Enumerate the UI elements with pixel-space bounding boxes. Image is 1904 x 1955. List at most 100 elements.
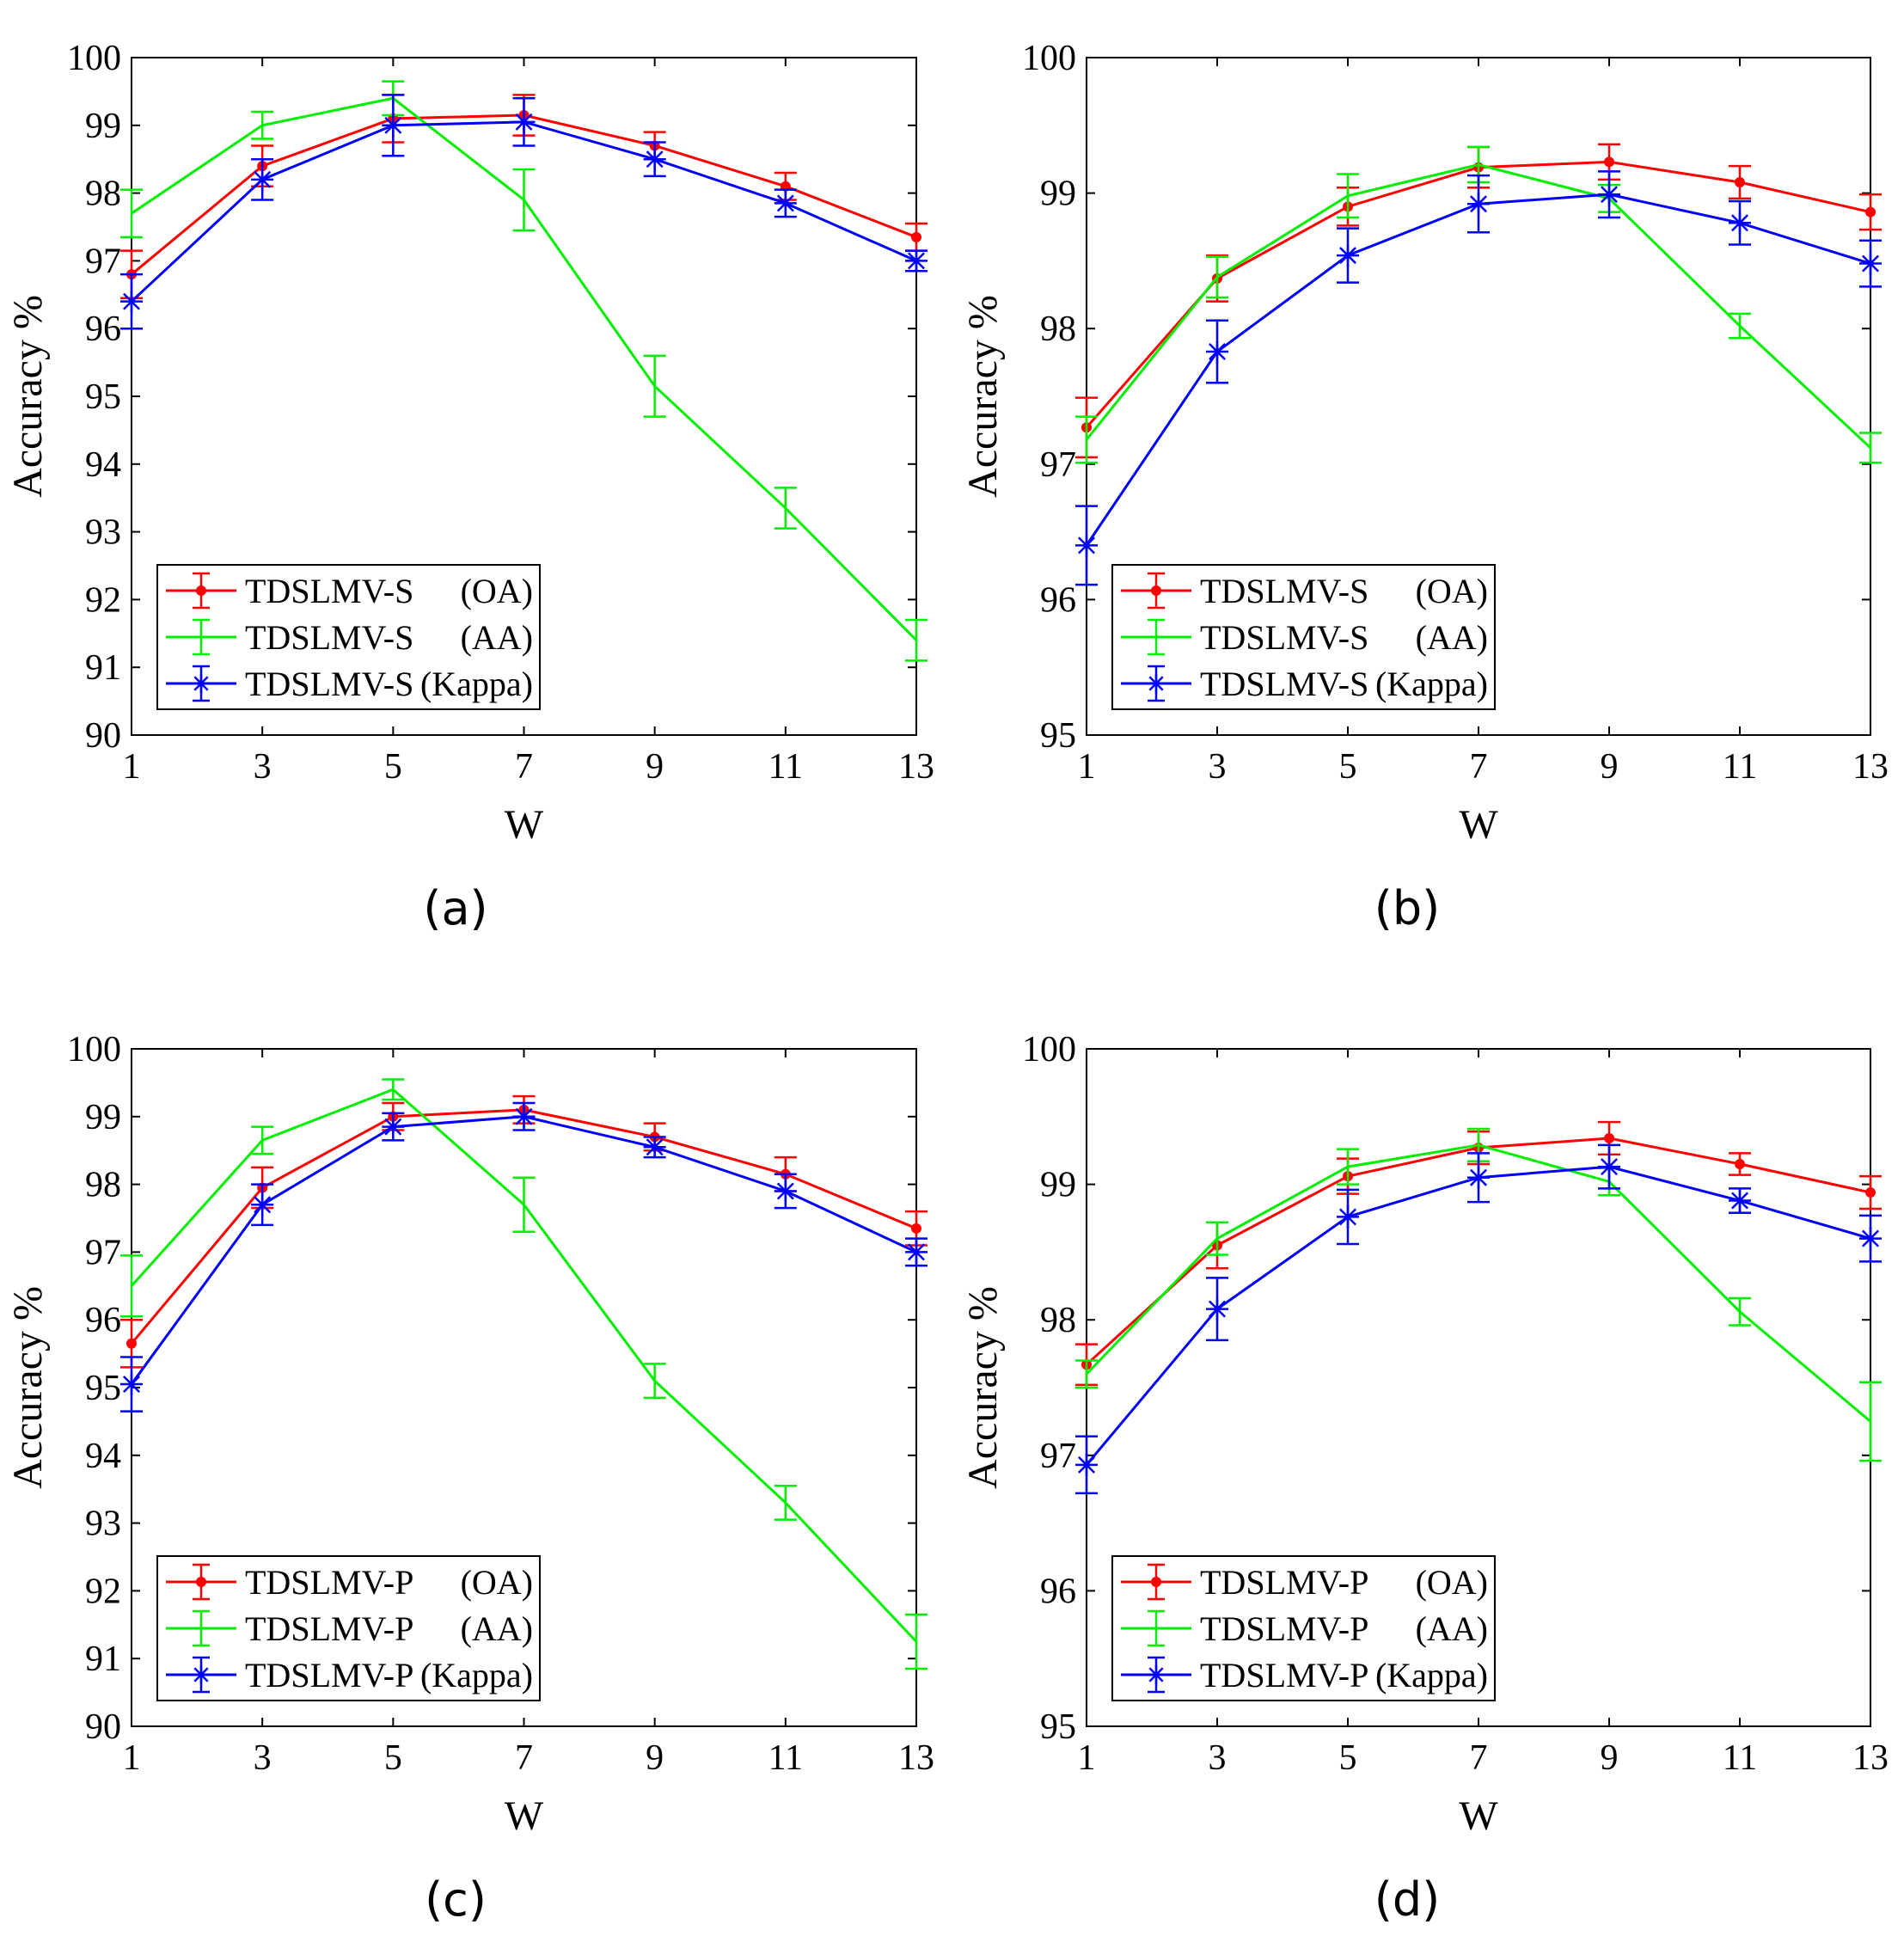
y-tick-label: 95 — [1040, 716, 1076, 756]
legend-item-aa: TDSLMV-P (AA) — [1121, 1609, 1488, 1648]
legend-tag: (OA) — [461, 572, 533, 610]
legend-tag: (Kappa) — [1375, 665, 1488, 703]
y-tick-label: 96 — [85, 309, 121, 349]
x-axis-label: W — [505, 1793, 544, 1839]
data-point — [1206, 1297, 1228, 1321]
y-tick-label: 95 — [85, 377, 121, 417]
x-tick-label: 11 — [768, 747, 803, 787]
x-tick-label: 13 — [898, 747, 934, 787]
legend-item-aa: TDSLMV-P (AA) — [166, 1609, 533, 1648]
y-axis-label: Accuracy % — [5, 295, 51, 498]
data-point — [1865, 206, 1876, 218]
data-point — [1337, 244, 1359, 267]
x-tick-label: 9 — [1601, 747, 1619, 787]
x-axis-label: W — [505, 802, 544, 848]
series-line — [1085, 193, 1871, 547]
data-point — [1735, 1158, 1745, 1169]
y-tick-label: 93 — [85, 1505, 121, 1544]
x-tick-label: 7 — [515, 1738, 533, 1778]
x-tick-label: 1 — [123, 1738, 141, 1778]
x-tick-label: 9 — [646, 747, 664, 787]
legend: TDSLMV-S (OA)TDSLMV-S (AA)TDSLMV-S (Kappa) — [1111, 564, 1496, 710]
y-tick-label: 96 — [1040, 1572, 1076, 1611]
y-tick-label: 90 — [85, 1707, 121, 1747]
y-tick-label: 97 — [1040, 1437, 1076, 1476]
legend-label: TDSLMV-P — [1200, 1656, 1368, 1695]
series-aa — [120, 1078, 928, 1670]
y-tick-label: 100 — [67, 1030, 121, 1069]
y-tick-label: 95 — [1040, 1707, 1076, 1747]
legend-label: TDSLMV-S — [245, 665, 413, 703]
data-point — [905, 249, 928, 273]
legend-label: TDSLMV-S — [1200, 665, 1368, 703]
x-tick-label: 1 — [1078, 747, 1096, 787]
x-tick-label: 9 — [1601, 1738, 1619, 1778]
y-axis-label: Accuracy % — [960, 1286, 1006, 1489]
panel-caption: (d) — [1374, 1872, 1440, 1927]
chart-panel-c: 1 3 5 7 9 11 1390919293949596979899100WAccurac… — [5, 1030, 934, 1927]
legend-tag: (AA) — [1416, 1609, 1488, 1648]
x-tick-label: 7 — [515, 747, 533, 787]
series-aa — [1075, 1127, 1882, 1462]
y-tick-label: 99 — [85, 1098, 121, 1137]
legend-marker — [196, 585, 206, 596]
legend-tag: (Kappa) — [1375, 1656, 1488, 1695]
y-tick-label: 96 — [85, 1301, 121, 1340]
data-point — [382, 113, 405, 137]
legend-item-kappa: TDSLMV-S (Kappa) — [1121, 665, 1488, 703]
legend-label: TDSLMV-P — [245, 1609, 413, 1648]
data-point — [1467, 1166, 1490, 1189]
legend: TDSLMV-P (OA)TDSLMV-P (AA)TDSLMV-P (Kappa) — [156, 1555, 541, 1701]
data-point — [1337, 1205, 1359, 1229]
legend-item-kappa: TDSLMV-P (Kappa) — [166, 1656, 533, 1695]
legend-label: TDSLMV-P — [245, 1563, 413, 1602]
panel-caption: (a) — [423, 881, 487, 935]
x-tick-label: 11 — [1723, 747, 1757, 787]
legend-label: TDSLMV-S — [245, 618, 413, 657]
data-point — [1729, 211, 1751, 235]
x-axis-label: W — [1459, 1793, 1498, 1839]
legend-item-oa: TDSLMV-P (OA) — [166, 1563, 533, 1602]
legend-tag: (OA) — [461, 1563, 533, 1602]
legend-marker — [196, 1577, 206, 1587]
y-tick-label: 98 — [1040, 309, 1076, 349]
data-point — [774, 192, 797, 215]
x-tick-label: 13 — [1852, 747, 1889, 787]
data-point — [1598, 183, 1620, 206]
x-tick-label: 7 — [1470, 747, 1488, 787]
legend-item-oa: TDSLMV-P (OA) — [1121, 1563, 1488, 1602]
data-point — [512, 1105, 536, 1128]
legend-item-aa: TDSLMV-S (AA) — [1121, 618, 1488, 657]
data-point — [120, 290, 143, 313]
y-tick-label: 94 — [85, 445, 121, 485]
data-point — [1467, 193, 1490, 216]
series-kappa — [1075, 1143, 1882, 1495]
x-tick-label: 5 — [384, 1738, 402, 1778]
legend-marker — [1151, 585, 1161, 596]
y-tick-label: 98 — [85, 175, 121, 214]
series-aa — [120, 80, 928, 662]
data-point — [512, 110, 536, 133]
x-tick-label: 1 — [1078, 1738, 1096, 1778]
legend-tag: (AA) — [1416, 618, 1488, 657]
x-tick-label: 3 — [254, 1738, 272, 1778]
data-point — [1859, 252, 1882, 275]
y-tick-label: 100 — [67, 39, 121, 78]
y-tick-label: 99 — [1040, 1166, 1076, 1205]
legend: TDSLMV-P (OA) TDSLMV-P (AA) TDSLMV-P (Kappa) — [1111, 1555, 1496, 1701]
chart-panel-a: 1 3 5 7 9 11 1390919293949596979899100WAccurac… — [5, 39, 934, 935]
x-tick-label: 7 — [1470, 1738, 1488, 1778]
y-tick-label: 91 — [85, 1639, 121, 1679]
legend-marker — [1147, 674, 1166, 693]
legend-label: TDSLMV-S — [1200, 572, 1368, 610]
data-point — [1729, 1189, 1751, 1212]
data-point — [1075, 534, 1098, 557]
legend-tag: (Kappa) — [420, 1656, 533, 1695]
y-axis-label: Accuracy % — [960, 295, 1006, 498]
y-tick-label: 100 — [1022, 39, 1076, 78]
y-tick-label: 97 — [85, 242, 121, 281]
legend-label: TDSLMV-S — [1200, 618, 1368, 657]
legend-item-kappa: TDSLMV-S (Kappa) — [166, 665, 533, 703]
